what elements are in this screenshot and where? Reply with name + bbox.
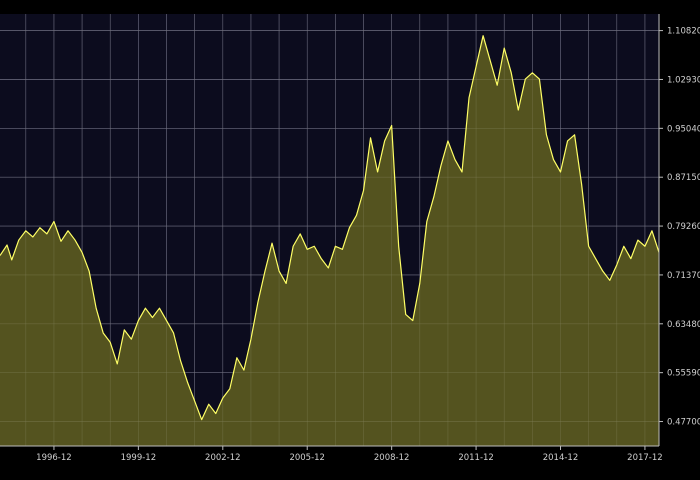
y-axis: 0.47700 0.55590 0.63480 0.71370 0.79260 0.871… — [658, 14, 700, 446]
x-tick-label: 1999-12 — [121, 453, 157, 463]
series-line — [0, 35, 660, 421]
series-area-fill — [0, 35, 659, 447]
x-tick-label: 2008-12 — [374, 453, 410, 463]
x-tick-label: 1996-12 — [36, 453, 72, 463]
y-tick-label: 0.55590 — [667, 369, 700, 379]
y-tick-label: 0.95040 — [667, 124, 700, 134]
x-tick-label: 2005-12 — [289, 453, 325, 463]
y-tick-label: 0.71370 — [667, 271, 700, 281]
y-tick-label: 0.47700 — [667, 418, 700, 428]
y-tick-label: 0.87150 — [667, 173, 700, 183]
y-tick-label: 1.10820 — [667, 27, 700, 37]
x-tick-label: 2014-12 — [543, 453, 579, 463]
x-tick-label: 2011-12 — [458, 453, 494, 463]
y-tick-label: 0.79260 — [667, 222, 700, 232]
y-tick-label: 0.63480 — [667, 320, 700, 330]
x-tick-label: 2017-12 — [627, 453, 663, 463]
y-tick-label: 1.02930 — [667, 75, 700, 85]
grid-overlay — [0, 14, 659, 446]
x-axis: 1996-12 1999-12 2002-12 2005-12 2008-12 2011-… — [0, 445, 663, 463]
x-tick-label: 2002-12 — [205, 453, 241, 463]
